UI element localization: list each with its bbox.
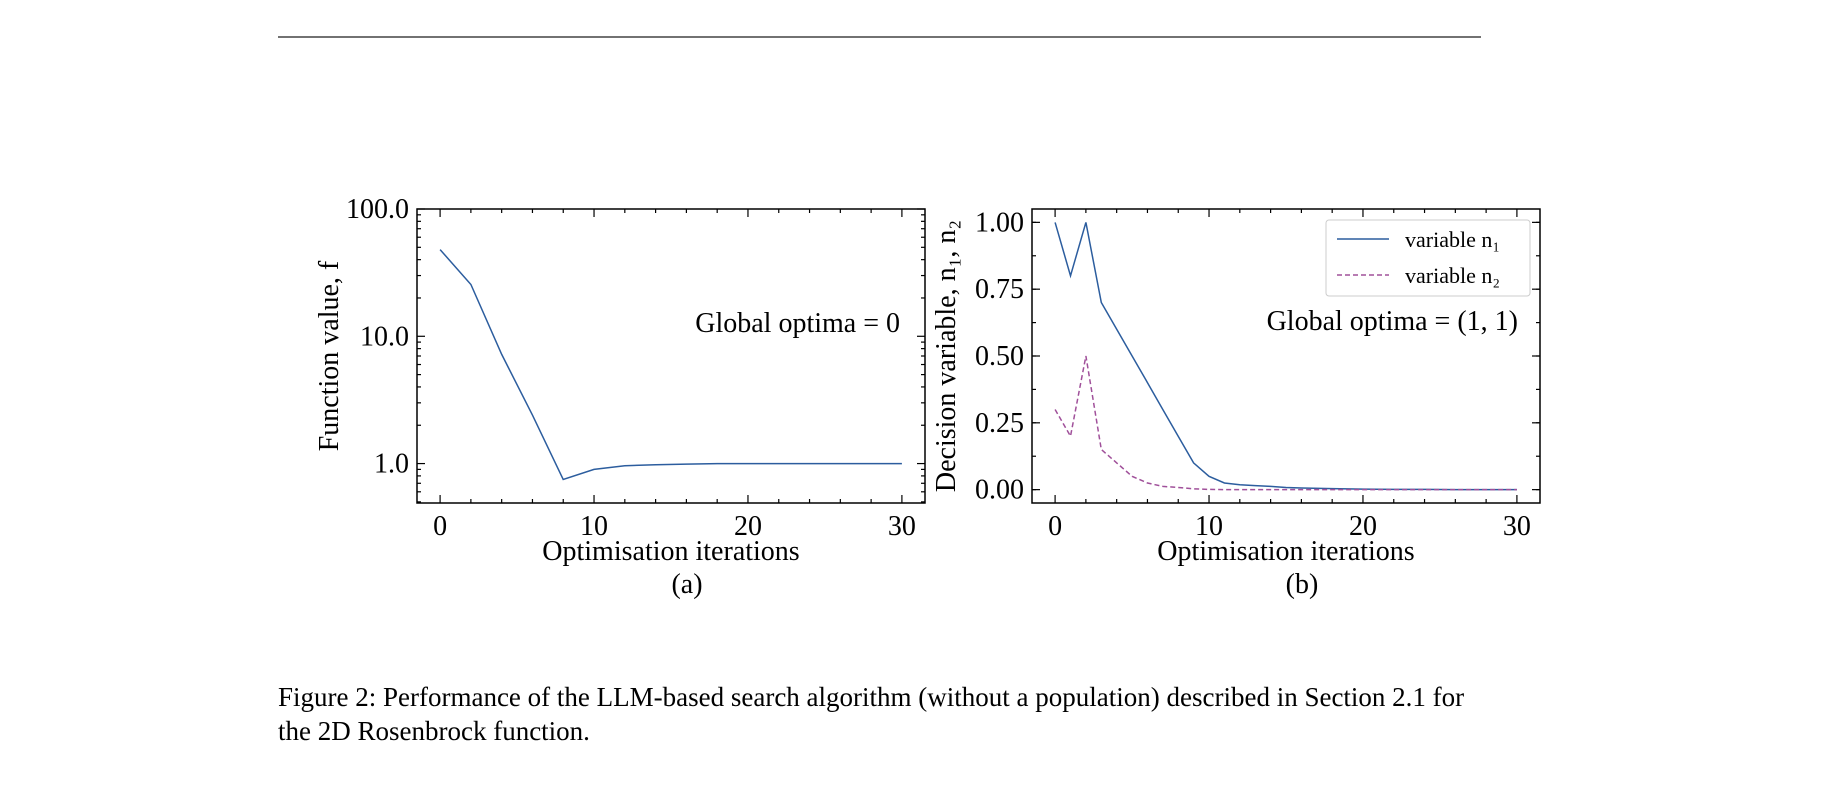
y-tick-label: 0.25 [975, 408, 1024, 439]
x-tick-label: 10 [580, 511, 608, 542]
x-tick-label: 30 [888, 511, 916, 542]
plot-frame [416, 208, 926, 504]
chart-a: 0 10 20 30 1.0 10.0 100.0 [346, 194, 926, 542]
y-tick-label: 10.0 [360, 321, 409, 352]
x-tick-label: 0 [1048, 511, 1062, 542]
legend: variable n₁ variable n₂ [1325, 219, 1531, 297]
x-tick-label: 30 [1503, 511, 1531, 542]
chart-b: 0 10 20 30 0.00 0.25 0.50 0.75 1.00 [975, 207, 1541, 542]
y-tick-label: 0.00 [975, 475, 1024, 506]
y-tick-label: 1.00 [975, 207, 1024, 238]
x-tick-label: 20 [734, 511, 762, 542]
annotation-a: Global optima = 0 [695, 308, 900, 339]
series-line-1 [439, 249, 902, 481]
y-tick-label: 1.0 [374, 449, 409, 480]
y-tick-label: 0.50 [975, 341, 1024, 372]
y-tick-label: 0.75 [975, 274, 1024, 305]
legend-label-n2: variable n₂ [1405, 263, 1500, 288]
subfigure-label-a: (a) [671, 569, 702, 600]
legend-label-n1: variable n₁ [1405, 227, 1500, 252]
y-tick-label: 100.0 [346, 194, 409, 225]
ylabel-b: Decision variable, n₁, n₂ [931, 220, 962, 492]
x-tick-label: 0 [433, 511, 447, 542]
figure-caption: Figure 2: Performance of the LLM-based s… [278, 682, 1465, 746]
xlabel-b: Optimisation iterations [1157, 536, 1414, 567]
series-line-2 [1054, 355, 1517, 491]
x-tick-label: 20 [1349, 511, 1377, 542]
ylabel-a: Function value, f [314, 260, 345, 451]
x-tick-label: 10 [1195, 511, 1223, 542]
annotation-b: Global optima = (1, 1) [1267, 306, 1518, 337]
plot-frame [1031, 208, 1541, 504]
subfigure-label-b: (b) [1286, 569, 1319, 600]
xlabel-a: Optimisation iterations [542, 536, 799, 567]
